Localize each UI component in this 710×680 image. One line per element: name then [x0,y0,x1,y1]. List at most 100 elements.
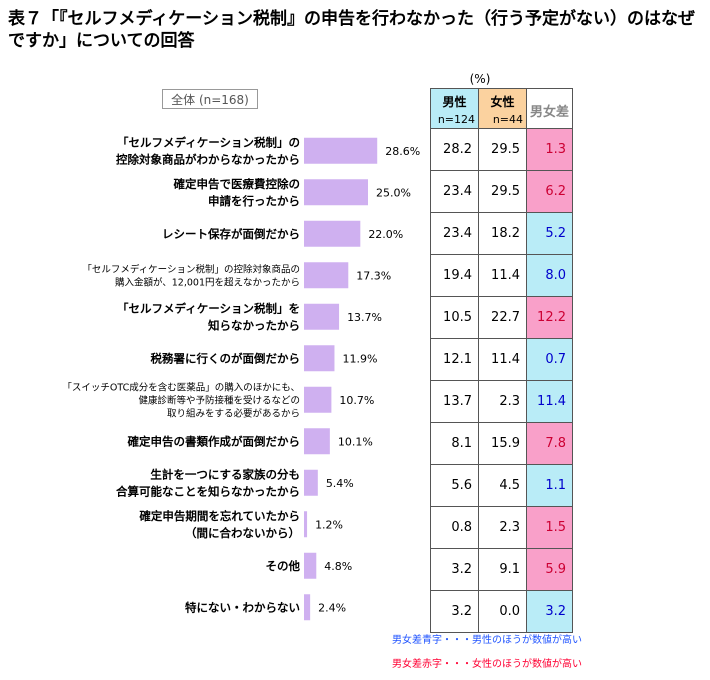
table-row: 5.6 4.5 1.1 [430,464,573,507]
bar-4 [304,262,349,289]
value-label-1: 28.6% [385,145,420,158]
bar-2 [304,179,368,206]
value-label-10: 1.2% [315,518,343,531]
percent-unit: (%) [469,72,491,86]
value-label-5: 13.7% [347,311,382,324]
female-value: 2.3 [478,506,527,549]
diff-value: 8.0 [526,254,573,297]
overall-sample-label: 全体 (n=168) [162,89,258,109]
category-label-3-line-1: レシート保存が面倒だから [162,227,300,241]
table-row: 0.8 2.3 1.5 [430,506,573,549]
male-value: 23.4 [430,212,479,255]
category-label-4-line-2: 購入金額が、12,001円を超えなかったから [115,276,300,288]
table-row: 19.4 11.4 8.0 [430,254,573,297]
category-label-7-line-2: 健康診断等や予防接種を受けるなどの [138,394,300,406]
category-label-12-line-1: 特にない・わからない [185,601,300,615]
category-label-2-line-1: 確定申告で医療費控除の [174,177,301,191]
note-red: 男女差赤字・・・女性のほうが数値が高い [392,659,582,670]
category-label-9-line-2: 合算可能なことを知らなかったから [116,485,300,499]
value-label-12: 2.4% [318,601,346,614]
male-value: 13.7 [430,380,479,423]
diff-value: 3.2 [526,590,573,633]
male-value: 3.2 [430,548,479,591]
male-header-n: n=124 [437,113,475,126]
title-line-2: ですか」についての回答 [8,31,195,51]
table-row: 10.5 22.7 12.2 [430,296,573,339]
table-row: 23.4 18.2 5.2 [430,212,573,255]
bar-6 [304,345,335,372]
bar-8 [304,428,330,455]
diff-header-label: 男女差 [529,105,569,120]
category-label-2-line-2: 申請を行ったから [208,194,300,208]
female-value: 29.5 [478,128,527,171]
table-row: 3.2 9.1 5.9 [430,548,573,591]
diff-value: 1.5 [526,506,573,549]
category-label-10-line-2: （間に合わないから） [185,526,300,540]
male-value: 0.8 [430,506,479,549]
male-value: 12.1 [430,338,479,381]
category-label-5-line-2: 知らなかったから [207,319,300,333]
bar-11 [304,552,317,579]
category-label-11-line-1: その他 [266,559,301,573]
diff-value: 11.4 [526,380,573,423]
bar-3 [304,220,361,247]
male-value: 19.4 [430,254,479,297]
diff-value: 7.8 [526,422,573,465]
table-row: 23.4 29.5 6.2 [430,170,573,213]
female-value: 9.1 [478,548,527,591]
value-label-8: 10.1% [338,435,373,448]
category-label-1-line-1: 「セルフメディケーション税制」の [117,136,300,150]
category-label-6-line-1: 税務署に行くのが面倒だから [151,352,301,366]
category-label-7-line-3: 取り組みをする必要があるから [167,407,300,419]
bar-1 [304,137,378,164]
female-value: 29.5 [478,170,527,213]
title-line-1: 表７「『セルフメディケーション税制』の申告を行わなかった（行う予定がない）のはな… [8,9,695,29]
diff-value: 1.3 [526,128,573,171]
male-header: 男性 n=124 [430,88,479,129]
value-label-6: 11.9% [342,352,377,365]
diff-value: 5.2 [526,212,573,255]
male-value: 5.6 [430,464,479,507]
diff-value: 6.2 [526,170,573,213]
table-row: 8.1 15.9 7.8 [430,422,573,465]
table-row: 13.7 2.3 11.4 [430,380,573,423]
female-value: 0.0 [478,590,527,633]
male-value: 3.2 [430,590,479,633]
table-row: 12.1 11.4 0.7 [430,338,573,381]
value-label-4: 17.3% [356,269,391,282]
male-value: 8.1 [430,422,479,465]
category-label-7-line-1: 「スイッチOTC成分を含む医薬品」の購入のほかにも、 [62,381,300,393]
diff-value: 5.9 [526,548,573,591]
bar-5 [304,303,340,330]
female-header-n: n=44 [492,113,523,126]
female-value: 4.5 [478,464,527,507]
gender-table: 男性 n=124 女性 n=44 男女差 28.2 29.5 1.3 23.4 29.5… [430,88,573,633]
category-label-9-line-1: 生計を一つにする家族の分も [150,468,300,482]
value-label-9: 5.4% [326,477,354,490]
category-label-5-line-1: 「セルフメディケーション税制」を [117,302,300,316]
bar-10 [304,511,308,538]
diff-header: 男女差 [526,88,573,129]
category-label-1-line-2: 控除対象商品がわからなかったから [116,153,300,167]
female-header-label: 女性 [490,95,515,109]
male-value: 28.2 [430,128,479,171]
female-header: 女性 n=44 [478,88,527,129]
value-label-3: 22.0% [368,228,403,241]
male-value: 10.5 [430,296,479,339]
diff-value: 12.2 [526,296,573,339]
diff-value: 0.7 [526,338,573,381]
female-value: 11.4 [478,338,527,381]
bar-9 [304,469,318,496]
female-value: 2.3 [478,380,527,423]
note-blue: 男女差青字・・・男性のほうが数値が高い [392,635,582,646]
male-header-label: 男性 [442,95,467,109]
diff-value: 1.1 [526,464,573,507]
value-label-11: 4.8% [324,560,352,573]
category-label-4-line-1: 「セルフメディケーション税制」の控除対象商品の [82,263,300,275]
table-row: 3.2 0.0 3.2 [430,590,573,633]
value-label-2: 25.0% [376,186,411,199]
table-row: 28.2 29.5 1.3 [430,128,573,171]
female-value: 18.2 [478,212,527,255]
bar-12 [304,594,311,621]
